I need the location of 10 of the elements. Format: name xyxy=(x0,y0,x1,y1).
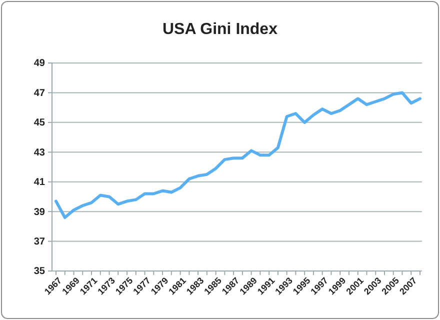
y-tick-label: 49 xyxy=(34,58,46,70)
y-tick-label: 41 xyxy=(34,177,46,188)
y-tick-label: 47 xyxy=(34,88,46,99)
line-series xyxy=(54,91,422,220)
y-tick-label: 39 xyxy=(34,206,46,218)
y-tick-label: 43 xyxy=(34,147,46,158)
y-tick-label: 45 xyxy=(34,118,46,129)
y-tick-label: 35 xyxy=(34,266,46,278)
chart-title: USA Gini Index xyxy=(162,21,278,38)
y-tick-label: 37 xyxy=(34,236,46,248)
